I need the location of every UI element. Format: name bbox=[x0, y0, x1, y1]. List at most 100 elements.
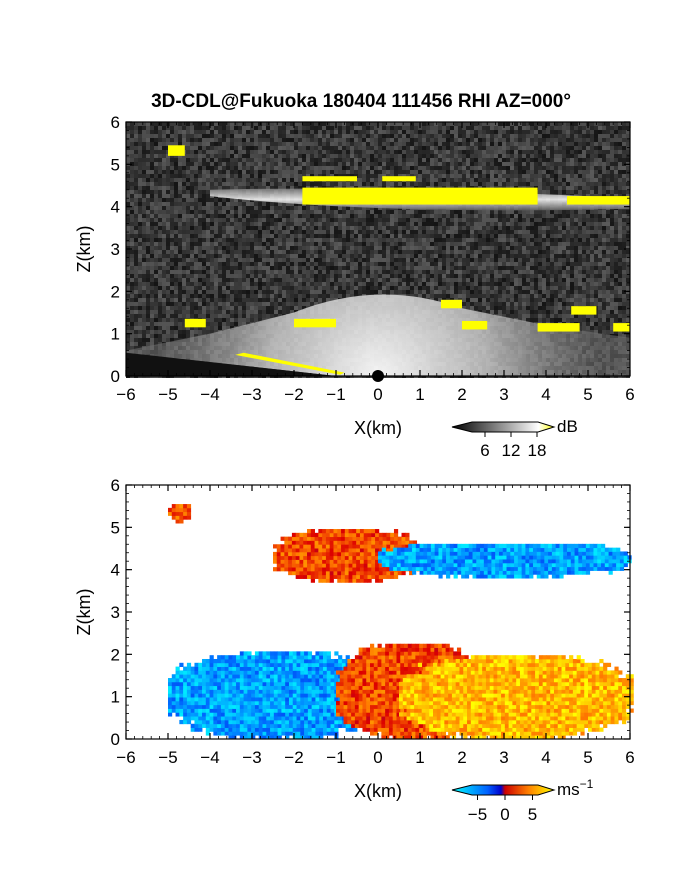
noise-pixel bbox=[302, 182, 306, 186]
noise-pixel bbox=[294, 234, 298, 238]
noise-pixel bbox=[142, 246, 146, 250]
noise-pixel bbox=[322, 274, 326, 278]
noise-pixel bbox=[278, 238, 282, 242]
noise-pixel bbox=[170, 166, 174, 170]
noise-pixel bbox=[430, 166, 434, 170]
noise-pixel bbox=[178, 158, 182, 162]
noise-pixel bbox=[210, 298, 214, 302]
noise-pixel bbox=[430, 222, 434, 226]
noise-pixel bbox=[218, 270, 222, 274]
noise-pixel bbox=[154, 142, 158, 146]
noise-pixel bbox=[194, 134, 198, 138]
noise-pixel bbox=[218, 210, 222, 214]
noise-pixel bbox=[246, 166, 250, 170]
noise-pixel bbox=[302, 266, 306, 270]
noise-pixel bbox=[158, 258, 162, 262]
noise-pixel bbox=[422, 142, 426, 146]
noise-pixel bbox=[238, 206, 242, 210]
noise-pixel bbox=[282, 186, 286, 190]
noise-pixel bbox=[150, 154, 154, 158]
noise-pixel bbox=[290, 142, 294, 146]
noise-pixel bbox=[162, 214, 166, 218]
noise-pixel bbox=[342, 154, 346, 158]
noise-pixel bbox=[310, 270, 314, 274]
noise-pixel bbox=[418, 262, 422, 266]
noise-pixel bbox=[274, 182, 278, 186]
noise-pixel bbox=[410, 250, 414, 254]
noise-pixel bbox=[230, 262, 234, 266]
noise-pixel bbox=[338, 182, 342, 186]
noise-pixel bbox=[346, 254, 350, 258]
noise-pixel bbox=[402, 162, 406, 166]
noise-pixel bbox=[154, 186, 158, 190]
noise-pixel bbox=[306, 258, 310, 262]
noise-pixel bbox=[178, 286, 182, 290]
noise-pixel bbox=[354, 138, 358, 142]
noise-pixel bbox=[150, 250, 154, 254]
noise-pixel bbox=[398, 266, 402, 270]
noise-pixel bbox=[410, 270, 414, 274]
noise-pixel bbox=[402, 246, 406, 250]
noise-pixel bbox=[406, 278, 410, 282]
noise-pixel bbox=[214, 126, 218, 130]
noise-pixel bbox=[258, 158, 262, 162]
noise-pixel bbox=[242, 318, 246, 322]
noise-pixel bbox=[326, 166, 330, 170]
noise-pixel bbox=[422, 210, 426, 214]
noise-pixel bbox=[146, 270, 150, 274]
noise-pixel bbox=[350, 206, 354, 210]
noise-pixel bbox=[258, 166, 262, 170]
noise-pixel bbox=[190, 278, 194, 282]
noise-pixel bbox=[258, 262, 262, 266]
noise-pixel bbox=[202, 302, 206, 306]
noise-pixel bbox=[194, 282, 198, 286]
noise-pixel bbox=[274, 186, 278, 190]
noise-pixel bbox=[178, 322, 182, 326]
noise-pixel bbox=[242, 142, 246, 146]
noise-pixel bbox=[242, 182, 246, 186]
noise-pixel bbox=[210, 142, 214, 146]
noise-pixel bbox=[246, 202, 250, 206]
noise-pixel bbox=[290, 186, 294, 190]
noise-pixel bbox=[254, 170, 258, 174]
noise-pixel bbox=[198, 130, 202, 134]
noise-pixel bbox=[238, 290, 242, 294]
noise-pixel bbox=[418, 278, 422, 282]
noise-pixel bbox=[386, 214, 390, 218]
noise-pixel bbox=[174, 326, 178, 330]
noise-pixel bbox=[374, 226, 378, 230]
noise-pixel bbox=[322, 234, 326, 238]
noise-pixel bbox=[126, 334, 130, 338]
noise-pixel bbox=[278, 210, 282, 214]
noise-pixel bbox=[346, 138, 350, 142]
noise-pixel bbox=[194, 242, 198, 246]
noise-pixel bbox=[142, 234, 146, 238]
noise-pixel bbox=[234, 214, 238, 218]
noise-pixel bbox=[278, 290, 282, 294]
noise-pixel bbox=[262, 130, 266, 134]
noise-pixel bbox=[314, 138, 318, 142]
noise-pixel bbox=[186, 182, 190, 186]
noise-pixel bbox=[254, 294, 258, 298]
noise-pixel bbox=[306, 146, 310, 150]
noise-pixel bbox=[230, 294, 234, 298]
noise-pixel bbox=[210, 270, 214, 274]
noise-pixel bbox=[398, 226, 402, 230]
noise-pixel bbox=[290, 250, 294, 254]
noise-pixel bbox=[194, 146, 198, 150]
noise-pixel bbox=[226, 198, 230, 202]
noise-pixel bbox=[262, 286, 266, 290]
noise-pixel bbox=[322, 138, 326, 142]
noise-pixel bbox=[130, 274, 134, 278]
noise-pixel bbox=[314, 246, 318, 250]
noise-pixel bbox=[394, 238, 398, 242]
noise-pixel bbox=[218, 282, 222, 286]
noise-pixel bbox=[146, 322, 150, 326]
noise-pixel bbox=[362, 138, 366, 142]
noise-pixel bbox=[182, 238, 186, 242]
noise-pixel bbox=[190, 286, 194, 290]
noise-pixel bbox=[162, 306, 166, 310]
noise-pixel bbox=[154, 242, 158, 246]
noise-pixel bbox=[402, 142, 406, 146]
noise-pixel bbox=[198, 142, 202, 146]
